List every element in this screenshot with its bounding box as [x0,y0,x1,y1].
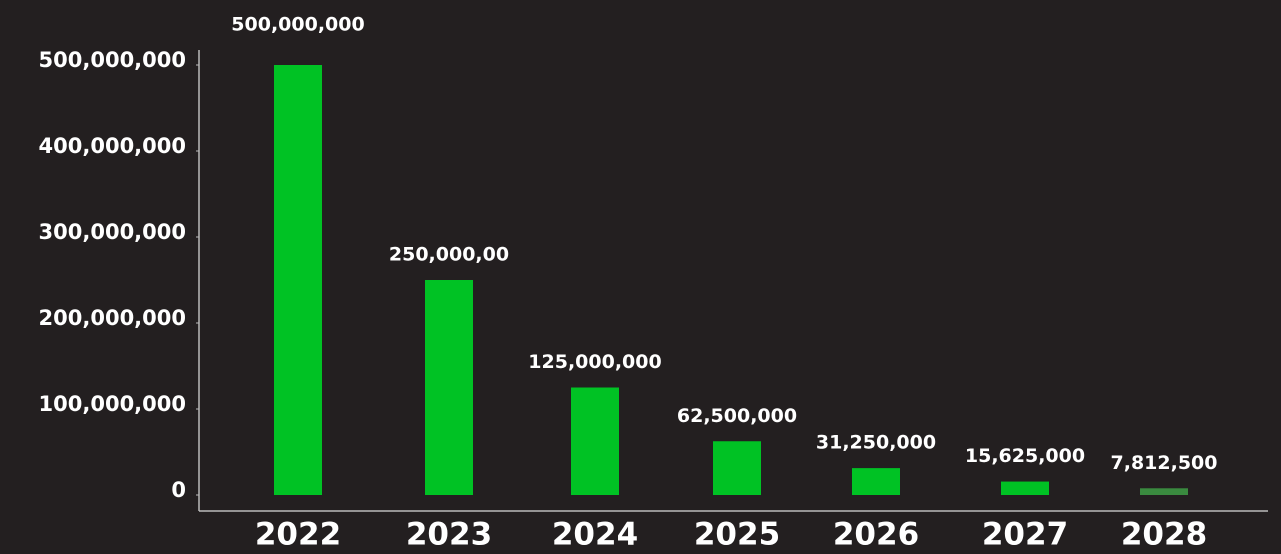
x-tick-label: 2022 [255,517,341,553]
y-tick-label: 400,000,000 [39,134,186,158]
y-tick-label: 100,000,000 [39,392,186,416]
value-label: 62,500,000 [677,405,797,427]
x-tick-label: 2027 [982,517,1068,553]
bar [425,280,473,495]
x-tick-label: 2026 [833,517,919,553]
bar [1140,488,1188,495]
x-tick-label: 2023 [406,517,492,553]
bar [274,65,322,495]
y-tick-label: 200,000,000 [39,306,186,330]
x-tick-label: 2024 [552,517,638,553]
y-tick-label: 300,000,000 [39,220,186,244]
y-tick-label: 500,000,000 [39,48,186,72]
value-label: 250,000,00 [389,244,509,266]
bar [852,468,900,495]
value-label: 500,000,000 [231,14,364,36]
value-label: 15,625,000 [965,445,1085,467]
x-tick-label: 2028 [1121,517,1207,553]
bar [571,387,619,495]
y-tick-label: 0 [171,478,186,502]
value-label: 31,250,000 [816,432,936,454]
x-tick-label: 2025 [694,517,780,553]
bar [713,441,761,495]
value-label: 125,000,000 [528,351,661,373]
value-label: 7,812,500 [1111,452,1218,474]
bar [1001,481,1049,495]
